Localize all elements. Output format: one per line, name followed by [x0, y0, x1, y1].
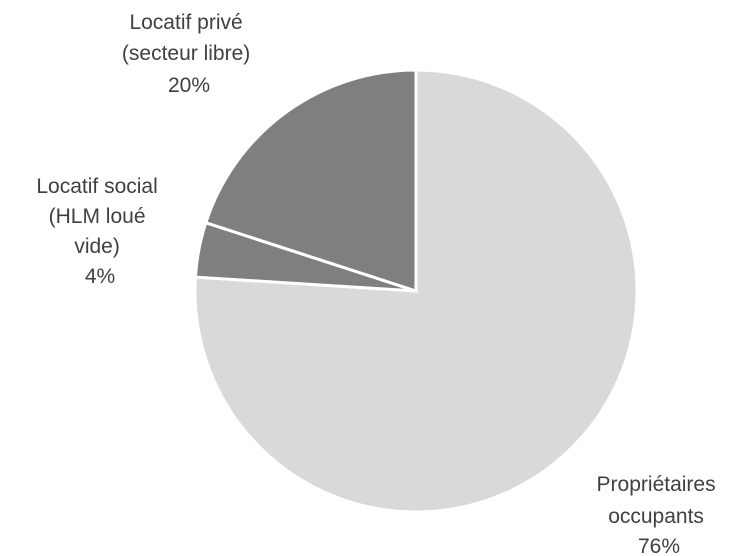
- slice-label-line: (secteur libre): [122, 42, 250, 65]
- slice-locatif-prive: [203, 68, 418, 294]
- slice-proprietaires-occupants: [193, 68, 639, 514]
- slice-label-line: Propriétaires: [597, 473, 716, 496]
- slice-label-line: occupants: [608, 505, 704, 528]
- slice-label-line: Locatif privé: [129, 11, 242, 34]
- slice-label-line: vide): [74, 235, 120, 258]
- slice-label-locatif-social: Locatif social (HLM loué vide) 4%: [36, 175, 163, 288]
- slice-label-proprietaires: Propriétaires occupants 76%: [597, 473, 722, 556]
- slice-value-label: 4%: [85, 265, 115, 288]
- pie-slices: [193, 68, 639, 514]
- slice-label-line: Locatif social: [36, 175, 157, 198]
- slice-value-label: 76%: [638, 535, 680, 556]
- slice-label-line: (HLM loué: [49, 205, 146, 228]
- slice-label-locatif-prive: Locatif privé (secteur libre) 20%: [122, 11, 256, 97]
- slice-value-label: 20%: [168, 74, 210, 97]
